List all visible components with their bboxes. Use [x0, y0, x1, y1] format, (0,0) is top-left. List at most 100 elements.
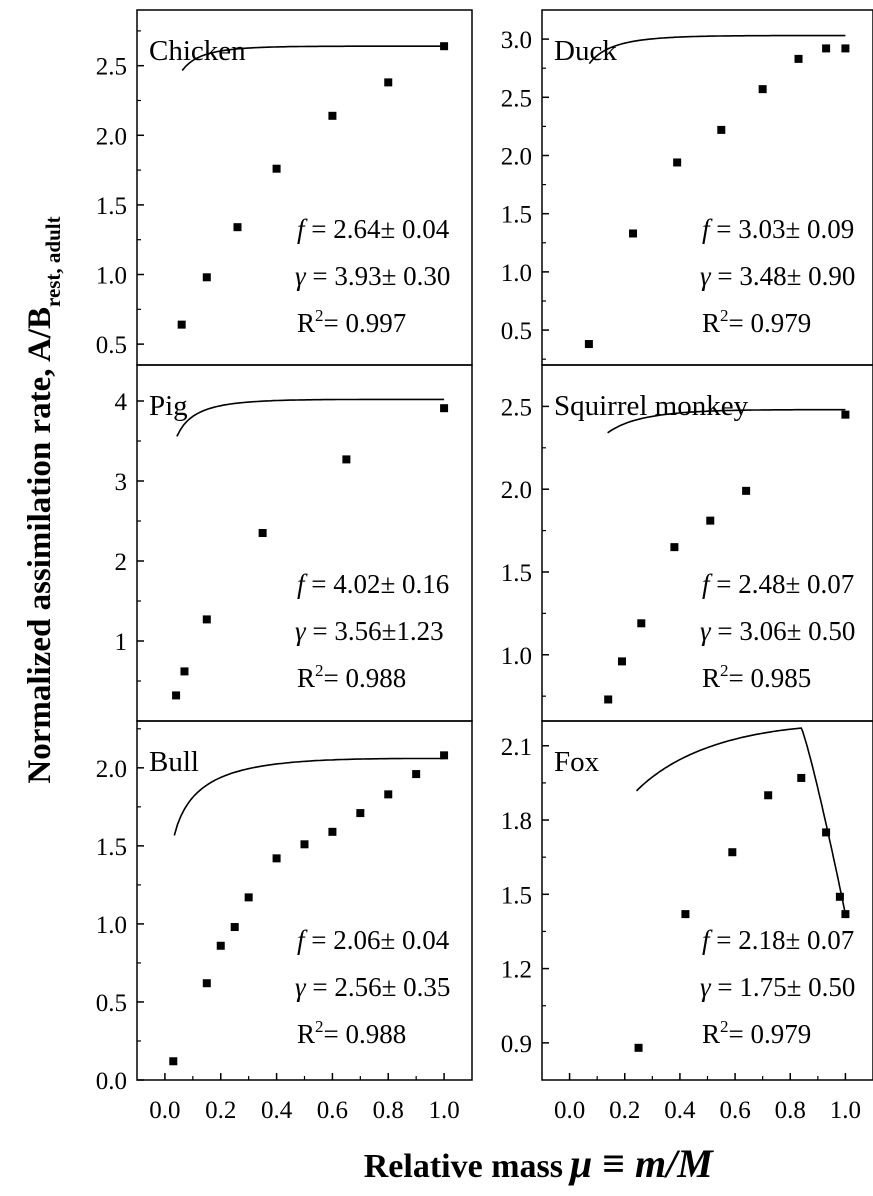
data-point: [841, 44, 850, 53]
x-tick-label: 0.8: [775, 1097, 806, 1124]
y-tick-label: 2.0: [96, 123, 127, 150]
data-point: [673, 158, 682, 167]
chart-panel-squirrel-monkey: 1.0 1.5 2.0 2.5 Squirrel monkey f = 2.48± 0.0…: [501, 364, 873, 722]
panel-title: Duck: [554, 35, 617, 67]
data-point: [440, 751, 449, 760]
data-point: [764, 791, 773, 800]
y-tick-label: 3.0: [501, 27, 532, 54]
data-point: [272, 854, 281, 863]
fit-curve: [635, 727, 847, 915]
fit-curve: [181, 45, 445, 72]
data-point: [728, 848, 737, 857]
fit-r2-annotation: R2= 0.985: [702, 661, 811, 693]
y-tick-label: 1.0: [96, 263, 127, 290]
data-point: [797, 773, 806, 782]
fit-gamma-annotation: γ = 2.56± 0.35: [295, 972, 450, 1002]
chart-panel-bull: 0.0 0.5 1.0 1.5 2.0 0.0 0.2 0.4 0.6 0.8 1.0 Bull f =…: [96, 720, 473, 1124]
fit-r2-annotation: R2= 0.988: [297, 661, 406, 693]
x-tick-label: 0.8: [373, 1097, 404, 1124]
chart-panel-pig: 1 2 3 4 Pig f = 4.02± 0.16 γ = 3.56±1.23 R2= 0.…: [115, 364, 473, 722]
y-tick-label: 1.5: [96, 193, 127, 220]
x-tick-label: 0.0: [554, 1097, 585, 1124]
y-axis-title-text: Normalized assimilation rate, A/B: [22, 307, 58, 784]
panel-title: Fox: [554, 746, 600, 778]
y-tick-label: 0.0: [96, 1068, 127, 1095]
fit-curve: [176, 398, 445, 437]
y-tick-label: 2.5: [501, 85, 532, 112]
panel-title: Bull: [149, 746, 199, 778]
fit-gamma-annotation: γ = 3.48± 0.90: [700, 261, 855, 291]
fit-r2-annotation: R2= 0.979: [702, 1017, 811, 1049]
x-tick-label: 0.6: [719, 1097, 750, 1124]
data-point: [244, 893, 253, 902]
data-point: [604, 695, 613, 704]
fit-f-annotation: f = 4.02± 0.16: [297, 569, 449, 599]
y-tick-label: 2.1: [501, 734, 532, 761]
data-point: [202, 273, 211, 282]
y-axis-title-subscript: rest, adult: [41, 216, 65, 307]
x-tick-label: 0.2: [205, 1097, 236, 1124]
data-point: [681, 910, 690, 919]
fit-r2-annotation: R2= 0.979: [702, 306, 811, 338]
fit-gamma-annotation: γ = 1.75± 0.50: [700, 972, 855, 1002]
data-point: [202, 979, 211, 988]
y-tick-label: 0.5: [96, 332, 127, 359]
fit-gamma-annotation: γ = 3.56±1.23: [295, 616, 444, 646]
y-tick-label: 1.2: [501, 957, 532, 984]
x-tick-label: 1.0: [830, 1097, 861, 1124]
y-tick-label: 0.9: [501, 1031, 532, 1058]
data-point: [440, 42, 449, 51]
data-point: [634, 1043, 643, 1052]
svg-text:Normalized assimilation rate,: Normalized assimilation rate, A/Brest, a…: [22, 216, 65, 783]
x-axis-title-text: Relative mass: [364, 1148, 563, 1185]
y-tick-label: 2.5: [96, 54, 127, 81]
data-point: [180, 667, 189, 676]
data-point: [216, 941, 225, 950]
fit-f-annotation: f = 2.18± 0.07: [702, 925, 854, 955]
chart-panel-duck: 0.5 1.0 1.5 2.0 2.5 3.0 Duck f = 3.03± 0.09 γ = …: [501, 9, 873, 366]
fit-f-annotation: f = 2.06± 0.04: [297, 925, 450, 955]
x-tick-label: 0.4: [664, 1097, 696, 1124]
fit-gamma-annotation: γ = 3.06± 0.50: [700, 616, 855, 646]
y-tick-label: 0.5: [501, 318, 532, 345]
data-point: [629, 229, 638, 238]
data-point: [717, 125, 726, 134]
y-tick-label: 1.5: [501, 202, 532, 229]
data-point: [758, 85, 767, 94]
data-point: [412, 770, 421, 779]
y-tick-label: 0.5: [96, 990, 127, 1017]
y-tick-label: 1: [115, 629, 128, 656]
x-tick-label: 0.6: [317, 1097, 348, 1124]
data-point: [300, 840, 309, 849]
data-point: [670, 543, 679, 552]
data-point: [272, 164, 281, 173]
data-point: [328, 827, 337, 836]
data-point: [384, 790, 393, 799]
y-tick-label: 2.5: [501, 394, 532, 421]
x-tick-label: 1.0: [428, 1097, 459, 1124]
data-point: [822, 44, 831, 53]
fit-f-annotation: f = 2.64± 0.04: [297, 214, 450, 244]
y-tick-label: 1.0: [501, 643, 532, 670]
data-point: [835, 892, 844, 901]
panel-title: Squirrel monkey: [554, 390, 749, 422]
data-point: [258, 529, 267, 537]
fit-gamma-annotation: γ = 3.93± 0.30: [295, 261, 450, 291]
data-point: [384, 78, 393, 87]
data-point: [177, 320, 186, 329]
panel-title: Chicken: [149, 35, 246, 67]
y-tick-label: 3: [115, 469, 128, 496]
fit-curve: [588, 34, 846, 65]
x-tick-label: 0.2: [609, 1097, 640, 1124]
data-point: [169, 1057, 178, 1066]
data-point: [342, 455, 351, 464]
data-point: [841, 910, 850, 919]
data-point: [742, 486, 751, 495]
y-tick-label: 2.0: [96, 756, 127, 783]
data-point: [841, 410, 850, 419]
data-point: [637, 619, 646, 628]
x-axis-title-symbol: μ ≡ m/M: [568, 1141, 714, 1186]
y-tick-label: 4: [115, 389, 128, 416]
panels-group: 0.5 1.0 1.5 2.0 2.5 Chicken f = 2.64± 0.04 γ = …: [96, 9, 873, 1124]
